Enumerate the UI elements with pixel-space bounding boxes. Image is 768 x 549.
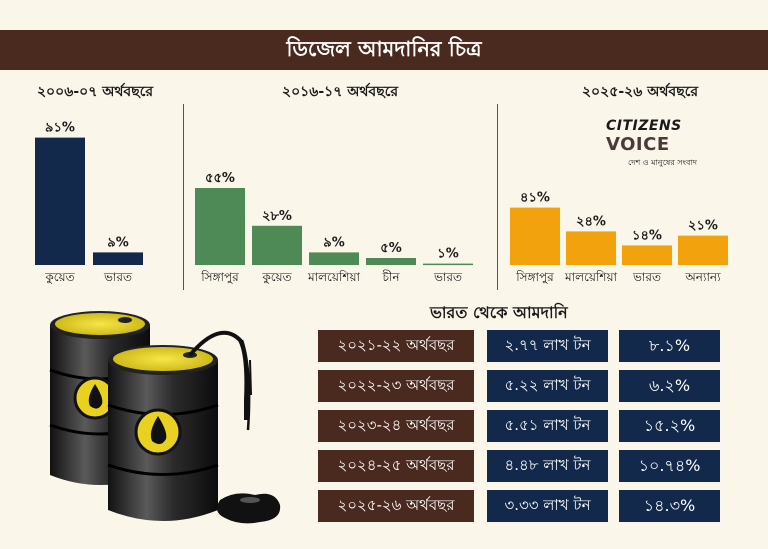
bar-0-1 [93, 252, 143, 265]
category-label-2-3: অন্যান্য [684, 270, 721, 284]
logo-brand-2: VOICE [606, 134, 670, 155]
category-label-2-0: সিঙ্গাপুর [515, 270, 554, 285]
table-cell-pct: ১০.৭৪% [619, 450, 720, 482]
table-cell-pct: ৬.২% [619, 370, 720, 402]
table-cell-qty: ৫.২২ লাখ টন [487, 370, 608, 402]
category-label-1-4: ভারত [433, 270, 463, 284]
table-title: ভারত থেকে আমদানি [430, 303, 568, 322]
bar-1-4 [423, 263, 473, 266]
bar-2-2 [622, 245, 672, 265]
value-label-2-3: ২১% [688, 219, 718, 234]
panel-divider-1 [183, 104, 184, 290]
value-label-2-1: ২৪% [576, 214, 606, 229]
bar-1-1 [252, 225, 302, 265]
table-cell-qty: ২.৭৭ লাখ টন [487, 330, 608, 362]
chart-2016-17: ৫৫% সিঙ্গাপুর ২৮% কুয়েত ৯% মালয়েশিয়া ৫% চীন ১… [195, 171, 473, 285]
bar-2-0 [510, 207, 560, 265]
chart-2025-26: ৪১% সিঙ্গাপুর ২৪% মালয়েশিয়া ১৪% ভারত ২১% অন্য… [510, 191, 728, 285]
table-cell-year: ২০২৪-২৫ অর্থবছর [318, 450, 474, 482]
table-cell-pct: ১৪.৩% [619, 490, 720, 522]
table-cell-pct: ১৫.২% [619, 410, 720, 442]
table-cell-qty: ৪.৪৮ লাখ টন [487, 450, 608, 482]
bar-2-3 [678, 235, 728, 265]
category-label-2-1: মালয়েশিয়া [564, 270, 618, 284]
value-label-2-0: ৪১% [520, 191, 550, 206]
citizens-voice-logo: CITIZENS VOICE দেশ ও মানুষের সংবাদ [606, 118, 726, 167]
value-label-1-0: ৫৫% [205, 171, 235, 186]
category-label-1-3: চীন [381, 270, 400, 284]
bar-1-0 [195, 188, 245, 265]
logo-tagline: দেশ ও মানুষের সংবাদ [628, 158, 697, 167]
page-title: ডিজেল আমদানির চিত্র [0, 30, 768, 70]
value-label-1-2: ৯% [323, 235, 344, 250]
value-label-1-1: ২৮% [262, 209, 292, 224]
table-cell-year: ২০২৩-২৪ অর্থবছর [318, 410, 474, 442]
chart-2006-07: ৯১% কুয়েত ৯% ভারত [35, 121, 143, 285]
value-label-1-3: ৫% [380, 241, 401, 256]
bar-1-2 [309, 252, 359, 265]
panel-title-2025: ২০২৫-২৬ অর্থবছরে [581, 84, 699, 100]
logo-brand: CITIZENS [606, 118, 682, 134]
category-label-1-1: কুয়েত [261, 270, 292, 285]
table-cell-qty: ৩.৩৩ লাখ টন [487, 490, 608, 522]
value-label-0-1: ৯% [107, 235, 128, 250]
oil-barrels-illustration [49, 311, 281, 524]
panel-divider-2 [497, 104, 498, 290]
table-cell-year: ২০২১-২২ অর্থবছর [318, 330, 474, 362]
panel-title-2006: ২০০৬-০৭ অর্থবছরে [36, 84, 154, 100]
table-cell-pct: ৮.১% [619, 330, 720, 362]
table-cell-qty: ৫.৫১ লাখ টন [487, 410, 608, 442]
table-cell-year: ২০২৫-২৬ অর্থবছর [318, 490, 474, 522]
category-label-1-2: মালয়েশিয়া [307, 270, 361, 284]
bar-0-0 [35, 137, 85, 265]
category-label-0-0: কুয়েত [44, 270, 75, 285]
value-label-0-0: ৯১% [45, 121, 75, 136]
category-label-0-1: ভারত [103, 270, 133, 284]
value-label-2-2: ১৪% [632, 228, 662, 243]
panel-title-2016: ২০১৬-১৭ অর্থবছরে [281, 84, 399, 100]
category-label-1-0: সিঙ্গাপুর [200, 270, 239, 285]
table-cell-year: ২০২২-২৩ অর্থবছর [318, 370, 474, 402]
category-label-2-2: ভারত [632, 270, 662, 284]
value-label-1-4: ১% [437, 247, 458, 262]
bar-1-3 [366, 258, 416, 265]
bar-2-1 [566, 231, 616, 265]
